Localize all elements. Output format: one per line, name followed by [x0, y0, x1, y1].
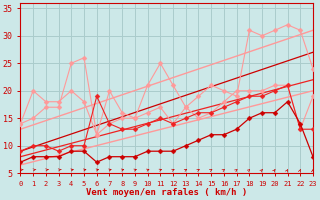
X-axis label: Vent moyen/en rafales ( km/h ): Vent moyen/en rafales ( km/h )	[86, 188, 247, 197]
